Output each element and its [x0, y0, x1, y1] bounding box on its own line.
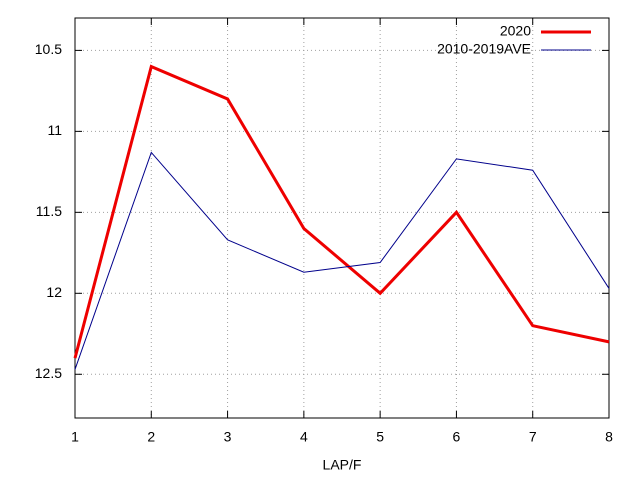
x-tick-label: 6	[453, 429, 461, 445]
x-axis-label: LAP/F	[323, 457, 362, 473]
x-tick-label: 7	[529, 429, 537, 445]
y-tick-label: 11	[47, 122, 62, 138]
x-tick-label: 2	[147, 429, 155, 445]
plot-border	[74, 17, 610, 419]
series-line	[73, 64, 610, 359]
x-tick-label: 5	[376, 429, 384, 445]
y-tick-label: 12.5	[35, 365, 62, 381]
y-tick-label: 10.5	[35, 41, 62, 57]
x-tick-label: 3	[224, 429, 232, 445]
legend-label: 2010-2019AVE	[437, 41, 531, 57]
y-tick-label: 12	[46, 284, 62, 300]
x-tick-label: 4	[300, 429, 308, 445]
x-tick-label: 8	[605, 429, 613, 445]
x-tick-label: 1	[71, 429, 79, 445]
y-tick-label: 11.5	[36, 203, 62, 219]
legend-label: 2020	[500, 23, 531, 39]
series-line	[74, 151, 610, 370]
